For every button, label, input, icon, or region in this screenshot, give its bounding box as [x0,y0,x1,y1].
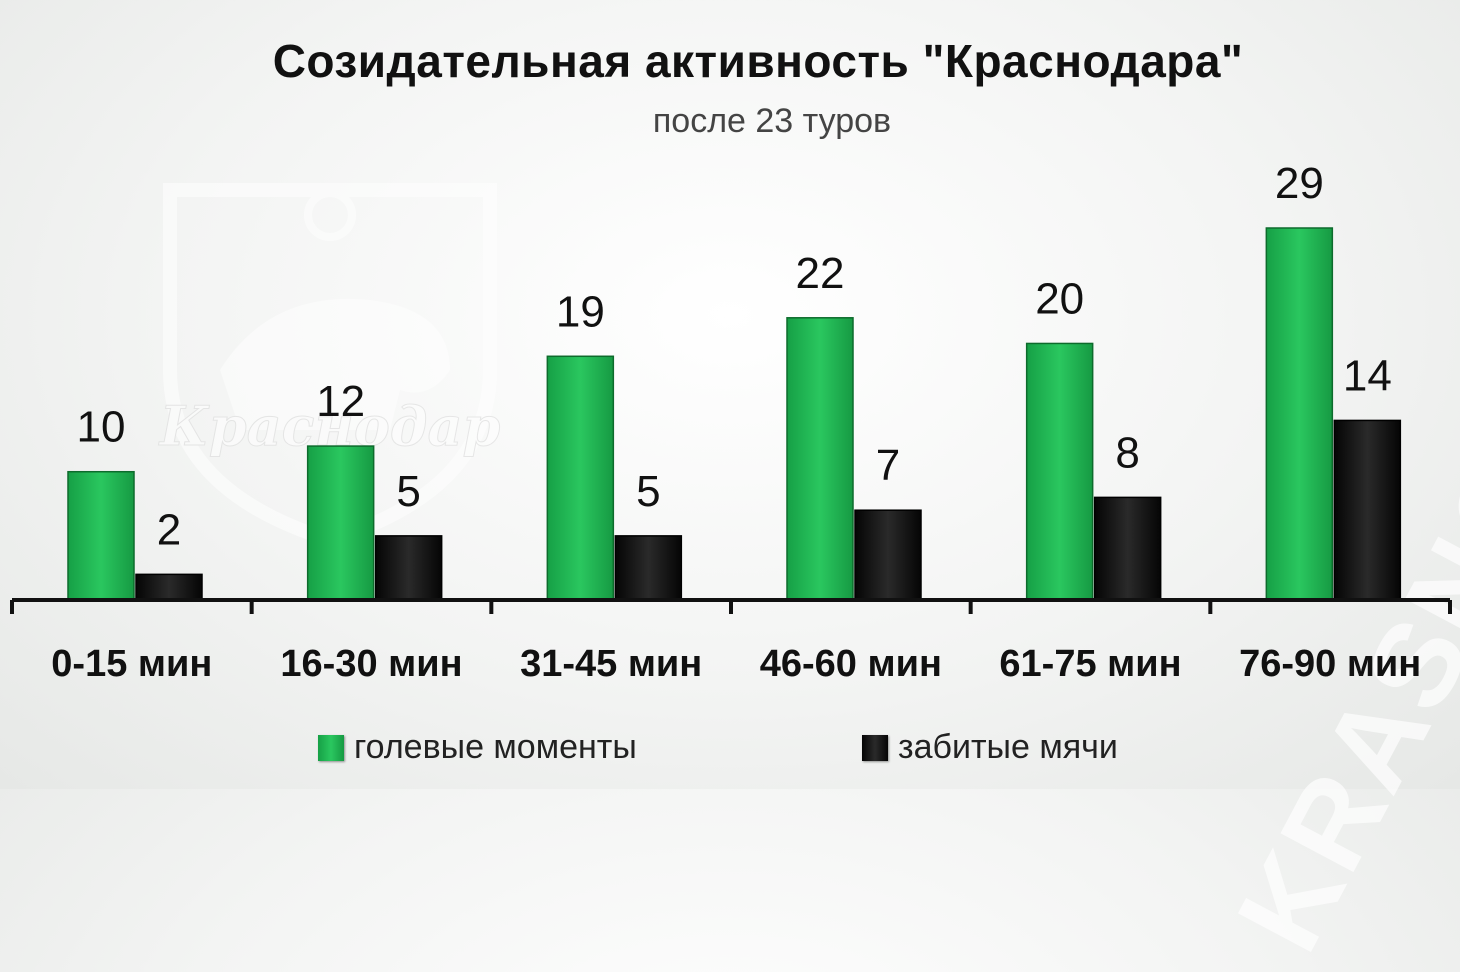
bar-goals-scored [374,535,443,601]
legend-item-goal-chances: голевые моменты [318,728,637,767]
value-label-goal-chances: 10 [77,403,126,452]
x-tick-label: 46-60 мин [760,643,942,685]
x-tick-label: 76-90 мин [1239,643,1421,685]
legend-label: голевые моменты [354,728,637,766]
value-label-goals-scored: 5 [396,467,420,516]
club-logo-watermark: Краснодар [150,170,510,555]
legend-label: забитые мячи [898,728,1118,766]
legend-item-goals-scored: забитые мячи [862,728,1118,767]
bar-goal-chances [67,470,135,601]
value-label-goals-scored: 14 [1343,351,1392,400]
chart-legend: голевые моменты забитые мячи [0,728,1460,778]
bar-goals-scored [1093,496,1162,601]
bar-goals-scored [614,535,683,601]
value-label-goal-chances: 22 [796,249,845,298]
bar-chart: 10 2 0-15 мин 12 5 16-30 мин 19 5 31-45 мин 22 7 46… [10,159,1452,685]
x-tick-label: 31-45 мин [520,643,702,685]
bar-goals-scored [135,573,203,601]
x-tick-label: 16-30 мин [280,643,462,685]
x-tick-label: 61-75 мин [999,643,1181,685]
value-label-goal-chances: 29 [1275,159,1324,208]
value-label-goals-scored: 2 [157,505,181,554]
bar-goal-chances [1265,227,1334,601]
value-label-goals-scored: 7 [876,441,900,490]
legend-swatch-black [862,734,888,761]
bar-goal-chances [546,355,615,601]
chart-subtitle: после 23 туров [652,102,892,140]
value-label-goals-scored: 5 [636,467,660,516]
value-label-goal-chances: 19 [556,287,605,336]
bar-goals-scored [854,509,922,601]
bar-goals-scored [1333,419,1402,601]
bar-goal-chances [786,317,854,601]
value-label-goal-chances: 12 [316,377,365,426]
value-label-goals-scored: 8 [1115,428,1139,477]
chart-title: Созидательная активность "Краснодара" [272,35,1244,87]
bar-goal-chances [306,445,375,601]
legend-swatch-green [318,734,344,761]
bar-goal-chances [1025,342,1094,601]
value-label-goal-chances: 20 [1035,274,1084,323]
x-tick-label: 0-15 мин [51,643,212,685]
